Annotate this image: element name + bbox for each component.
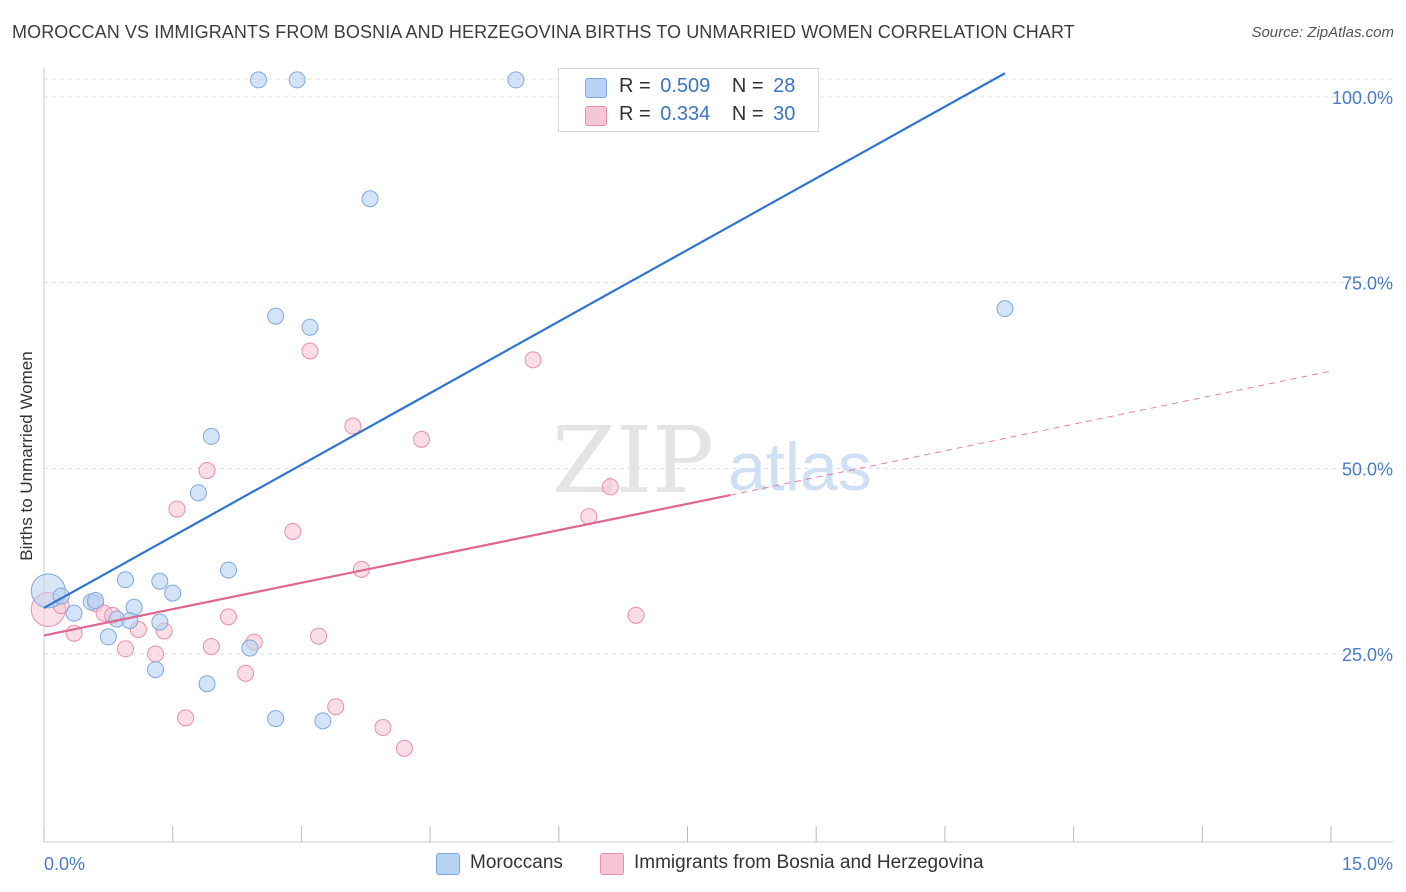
data-point-moroccans — [301, 318, 319, 336]
data-point-moroccans — [241, 639, 259, 657]
trend-lines — [43, 72, 1332, 637]
data-point-moroccans — [996, 300, 1014, 318]
chart-title: MOROCCAN VS IMMIGRANTS FROM BOSNIA AND H… — [12, 22, 1075, 42]
legend-r-label: R = — [619, 103, 651, 125]
trendline-bosnia — [43, 493, 731, 637]
data-point-bosnia — [219, 608, 237, 626]
legend-stats-text: R = 0.334 N = 30 — [619, 103, 795, 126]
legend-label-moroccans: Moroccans — [470, 852, 563, 873]
legend-label-bosnia: Immigrants from Bosnia and Herzegovina — [634, 852, 984, 873]
legend-swatch-blue — [436, 853, 460, 875]
data-point-moroccans — [267, 307, 285, 325]
trendline-moroccans — [43, 72, 1006, 609]
stats-legend: R = 0.509 N = 28 R = 0.334 N = 30 — [558, 68, 819, 132]
data-point-moroccans — [151, 572, 169, 590]
legend-r-label: R = — [619, 75, 651, 97]
y-axis-label: Births to Unmarried Women — [17, 351, 36, 561]
data-point-bosnia — [117, 640, 135, 658]
x-tick-label: 0.0% — [44, 854, 85, 874]
data-point-bosnia — [168, 500, 186, 518]
data-point-bosnia — [284, 522, 302, 540]
data-point-bosnia — [524, 351, 542, 369]
legend-swatch-pink — [585, 106, 607, 126]
legend-r-value: 0.334 — [660, 103, 711, 125]
data-point-moroccans — [267, 710, 285, 728]
tick-labels: 25.0% 50.0% 75.0% 100.0% 0.0% 15.0% — [44, 88, 1393, 874]
data-point-bosnia — [601, 478, 619, 496]
legend-n-value: 30 — [773, 103, 796, 125]
y-tick-label: 75.0% — [1342, 274, 1393, 294]
legend-n-label: N = — [731, 75, 764, 97]
blue-series — [30, 71, 1014, 730]
watermark-atlas: atlas — [728, 429, 872, 505]
legend-swatch-blue — [585, 78, 607, 98]
series-legend: Moroccans Immigrants from Bosnia and Her… — [0, 851, 1406, 877]
y-tick-label: 100.0% — [1332, 88, 1393, 108]
data-point-moroccans — [288, 71, 306, 89]
grid-lines — [44, 78, 1393, 655]
y-tick-label: 50.0% — [1342, 459, 1393, 479]
data-point-moroccans — [202, 427, 220, 445]
data-point-moroccans — [198, 675, 216, 693]
data-point-bosnia — [413, 430, 431, 448]
watermark: ZIP atlas — [552, 407, 872, 514]
data-point-moroccans — [219, 561, 237, 579]
legend-r-value: 0.509 — [660, 75, 711, 97]
data-point-bosnia — [202, 638, 220, 656]
data-point-moroccans — [86, 592, 104, 610]
data-point-bosnia — [301, 342, 319, 360]
data-point-bosnia — [374, 719, 392, 737]
data-point-bosnia — [237, 664, 255, 682]
data-point-moroccans — [117, 571, 135, 589]
data-point-bosnia — [147, 645, 165, 663]
pink-series — [30, 342, 645, 757]
data-point-moroccans — [250, 71, 267, 89]
data-point-moroccans — [121, 612, 139, 630]
data-point-moroccans — [147, 661, 165, 679]
data-point-bosnia — [198, 462, 216, 480]
legend-swatch-pink — [600, 853, 624, 875]
data-point-bosnia — [344, 417, 362, 435]
data-point-bosnia — [177, 709, 195, 727]
data-point-moroccans — [99, 628, 117, 646]
data-point-bosnia — [395, 739, 413, 757]
data-point-bosnia — [627, 606, 645, 624]
x-tick-label: 15.0% — [1342, 854, 1393, 874]
legend-n-label: N = — [731, 103, 764, 125]
data-point-moroccans — [151, 613, 169, 631]
data-point-moroccans — [314, 712, 332, 730]
data-point-bosnia — [327, 698, 345, 716]
data-point-bosnia — [310, 627, 328, 645]
legend-n-value: 28 — [773, 75, 796, 97]
axes — [43, 68, 1393, 843]
data-point-moroccans — [361, 190, 379, 208]
data-point-moroccans — [65, 604, 83, 622]
y-tick-label: 25.0% — [1342, 645, 1393, 665]
data-point-moroccans — [164, 584, 182, 602]
data-point-moroccans — [189, 484, 207, 502]
legend-stats-text: R = 0.509 N = 28 — [619, 75, 795, 98]
data-point-moroccans — [507, 71, 525, 89]
source-label: Source: ZipAtlas.com — [1251, 24, 1394, 41]
trendline-bosnia-extension — [730, 370, 1332, 496]
watermark-zip: ZIP — [552, 407, 714, 514]
